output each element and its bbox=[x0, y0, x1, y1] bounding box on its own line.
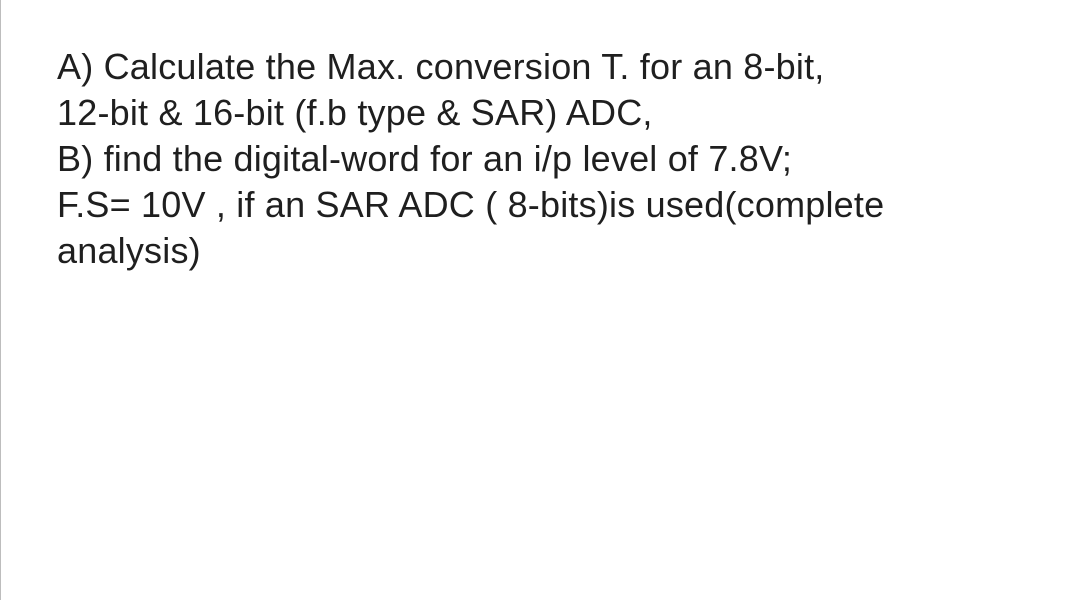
problem-line-5: analysis) bbox=[57, 228, 1017, 274]
problem-line-4: F.S= 10V , if an SAR ADC ( 8-bits)is use… bbox=[57, 182, 1017, 228]
problem-text: A) Calculate the Max. conversion T. for … bbox=[57, 44, 1017, 274]
problem-line-3: B) find the digital-word for an i/p leve… bbox=[57, 136, 1017, 182]
problem-line-1: A) Calculate the Max. conversion T. for … bbox=[57, 44, 1017, 90]
problem-line-2: 12-bit & 16-bit (f.b type & SAR) ADC, bbox=[57, 90, 1017, 136]
document-page: A) Calculate the Max. conversion T. for … bbox=[0, 0, 1080, 600]
